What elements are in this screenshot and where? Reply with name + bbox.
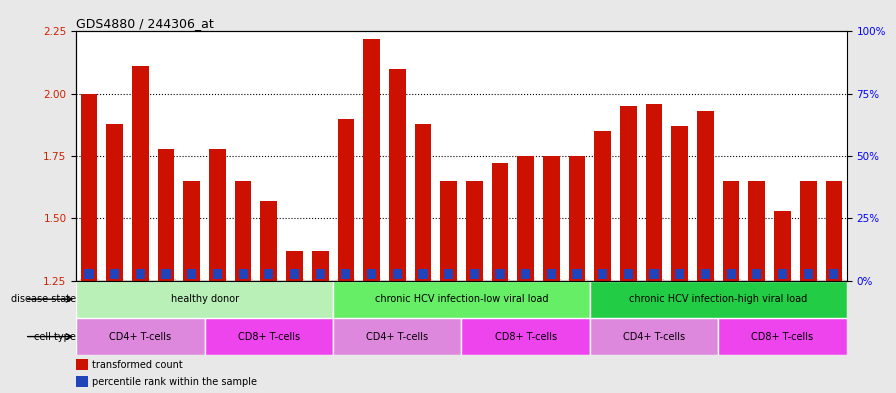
Bar [719,318,847,355]
Bar [800,181,816,281]
Text: CD4+ T-cells: CD4+ T-cells [366,332,428,342]
Bar [774,211,791,281]
Bar [187,269,196,279]
Bar [76,281,333,318]
Bar [569,156,585,281]
Bar [333,318,461,355]
Bar [573,269,582,279]
Bar [204,318,333,355]
Bar [753,269,762,279]
Bar [209,149,226,281]
Bar [671,126,688,281]
Bar [543,156,560,281]
Bar [392,269,401,279]
Bar [590,281,847,318]
Text: chronic HCV infection-low viral load: chronic HCV infection-low viral load [375,294,548,304]
Bar [440,181,457,281]
Bar [804,269,813,279]
Bar [213,269,222,279]
Bar [238,269,247,279]
Bar [81,94,98,281]
Bar [76,376,88,387]
Bar [701,269,710,279]
Text: CD4+ T-cells: CD4+ T-cells [623,332,685,342]
Text: transformed count: transformed count [91,360,182,370]
Bar [286,251,303,281]
Bar [825,181,842,281]
Text: CD8+ T-cells: CD8+ T-cells [752,332,814,342]
Bar [312,251,329,281]
Bar [235,181,252,281]
Bar [132,66,149,281]
Bar [521,269,530,279]
Bar [338,119,354,281]
Text: cell type: cell type [34,332,76,342]
Bar [492,163,508,281]
Bar [76,318,204,355]
Bar [650,269,659,279]
Bar [84,269,93,279]
Text: healthy donor: healthy donor [170,294,238,304]
Bar [136,269,145,279]
Bar [415,124,431,281]
Bar [110,269,119,279]
Bar [620,106,637,281]
Bar [697,111,714,281]
Bar [76,359,88,371]
Bar [290,269,299,279]
Bar [495,269,504,279]
Bar [107,124,123,281]
Bar [461,318,590,355]
Bar [778,269,787,279]
Bar [727,269,736,279]
Text: GDS4880 / 244306_at: GDS4880 / 244306_at [76,17,214,30]
Bar [341,269,350,279]
Text: disease state: disease state [11,294,76,304]
Bar [466,181,483,281]
Text: CD8+ T-cells: CD8+ T-cells [495,332,556,342]
Bar [594,131,611,281]
Bar [367,269,376,279]
Text: CD4+ T-cells: CD4+ T-cells [109,332,171,342]
Bar [418,269,427,279]
Bar [676,269,685,279]
Text: percentile rank within the sample: percentile rank within the sample [91,376,256,387]
Bar [830,269,839,279]
Bar [599,269,607,279]
Bar [723,181,739,281]
Bar [184,181,200,281]
Bar [389,69,406,281]
Bar [444,269,453,279]
Bar [547,269,556,279]
Bar [333,281,590,318]
Text: chronic HCV infection-high viral load: chronic HCV infection-high viral load [629,294,807,304]
Text: CD8+ T-cells: CD8+ T-cells [237,332,300,342]
Bar [158,149,175,281]
Bar [363,39,380,281]
Bar [264,269,273,279]
Bar [590,318,719,355]
Bar [161,269,170,279]
Bar [517,156,534,281]
Bar [748,181,765,281]
Bar [646,104,662,281]
Bar [261,201,277,281]
Bar [315,269,324,279]
Bar [470,269,478,279]
Bar [624,269,633,279]
